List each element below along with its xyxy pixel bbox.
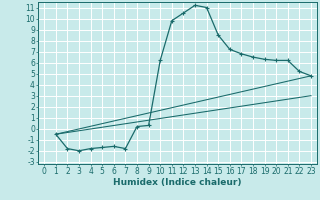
X-axis label: Humidex (Indice chaleur): Humidex (Indice chaleur) — [113, 178, 242, 187]
